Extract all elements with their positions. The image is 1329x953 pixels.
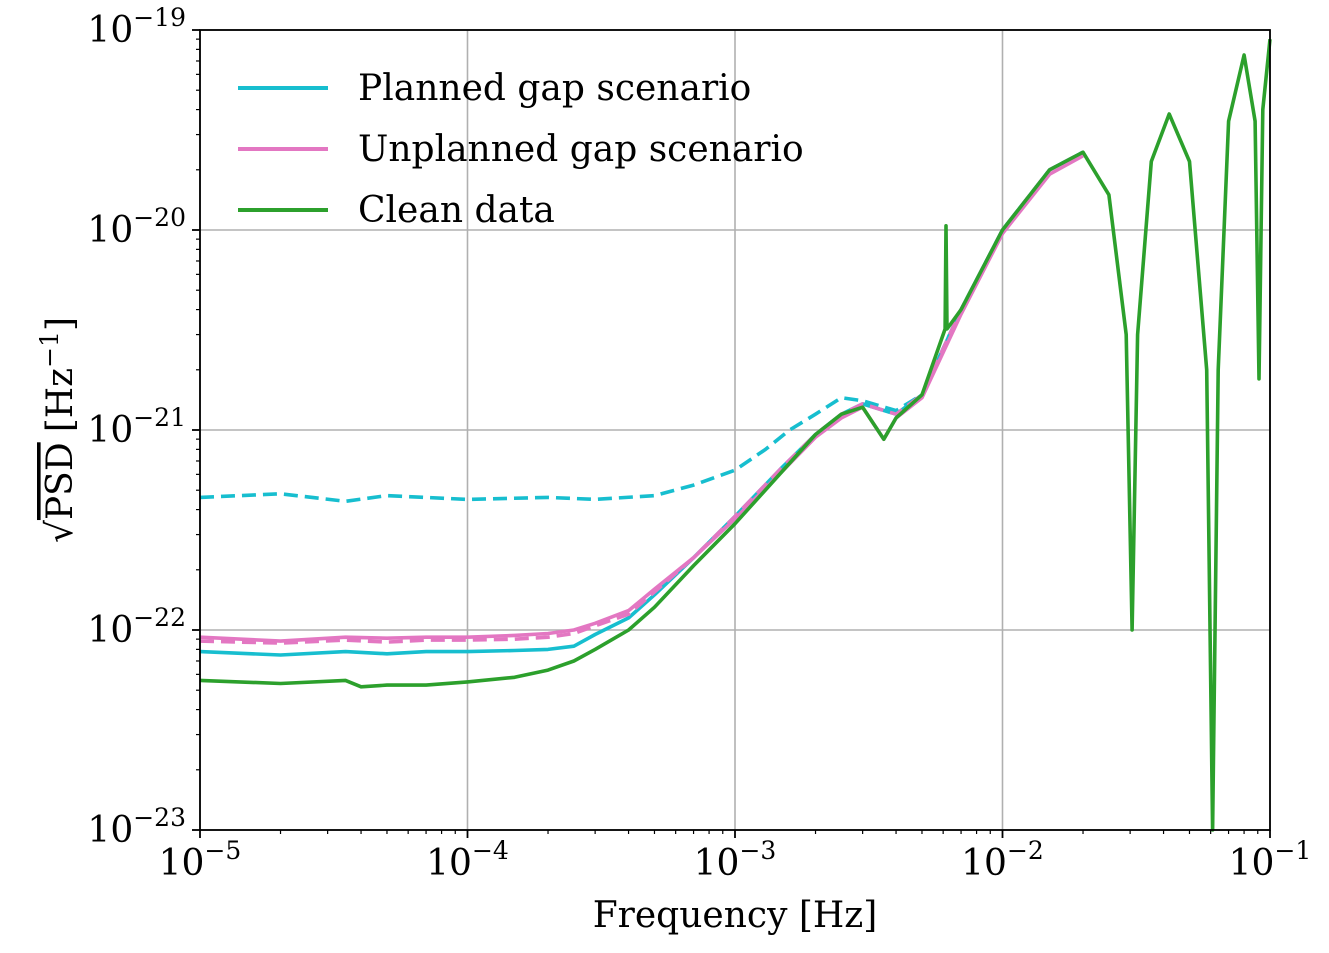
x-tick-base: 10 <box>426 843 472 884</box>
y-tick-exponent: −23 <box>133 803 186 832</box>
legend-label: Unplanned gap scenario <box>358 129 804 170</box>
y-axis-psd: PSD <box>40 442 81 520</box>
x-tick-base: 10 <box>159 843 205 884</box>
series-line-0 <box>199 150 1084 504</box>
y-tick-base: 10 <box>87 810 133 851</box>
y-tick-label: 10−21 <box>87 403 186 451</box>
y-tick-exponent: −21 <box>133 403 186 432</box>
y-axis-label: √PSD [Hz−1] <box>35 317 81 543</box>
x-axis-label: Frequency [Hz] <box>593 895 878 936</box>
x-tick-label: 10−2 <box>961 836 1044 884</box>
y-tick-base: 10 <box>87 210 133 251</box>
y-axis-unit-exponent: −1 <box>35 331 64 368</box>
y-tick-label: 10−22 <box>87 603 186 651</box>
x-tick-label: 10−5 <box>159 836 242 884</box>
series-line-2 <box>199 150 1084 645</box>
x-tick-exponent: −3 <box>739 836 776 865</box>
x-tick-exponent: −4 <box>472 836 509 865</box>
y-tick-base: 10 <box>87 410 133 451</box>
y-tick-label: 10−20 <box>87 203 186 251</box>
y-tick-base: 10 <box>87 10 133 51</box>
x-tick-exponent: −1 <box>1274 836 1311 865</box>
y-tick-label: 10−19 <box>87 3 186 51</box>
series-layer <box>199 39 1272 832</box>
x-tick-label: 10−1 <box>1229 836 1312 884</box>
x-tick-base: 10 <box>961 843 1007 884</box>
y-axis-radical: √ <box>40 520 81 543</box>
y-tick-label: 10−23 <box>87 803 186 851</box>
legend-label: Planned gap scenario <box>358 68 751 109</box>
tick-layer: 10−5 10−4 10−3 10−2 10−110−2310−2210−2110−20… <box>87 3 1311 884</box>
series-line-1 <box>199 150 1084 657</box>
y-tick-exponent: −20 <box>133 203 186 232</box>
x-tick-exponent: −5 <box>204 836 241 865</box>
y-axis-unit-close: ] <box>40 317 81 331</box>
x-tick-exponent: −2 <box>1007 836 1044 865</box>
svg-text:√PSD[Hz−1]: √PSD [Hz−1] <box>35 317 81 543</box>
y-axis-unit: [Hz <box>40 368 81 432</box>
series-line-4 <box>199 39 1272 832</box>
legend: Planned gap scenario Unplanned gap scenar… <box>238 68 804 231</box>
x-tick-base: 10 <box>694 843 740 884</box>
y-tick-exponent: −22 <box>133 603 186 632</box>
series-line-3 <box>199 154 1084 643</box>
x-tick-base: 10 <box>1229 843 1275 884</box>
legend-label: Clean data <box>358 190 555 231</box>
label-layer: Frequency [Hz] √PSD [Hz−1] <box>35 317 877 936</box>
x-tick-label: 10−3 <box>694 836 777 884</box>
x-tick-label: 10−4 <box>426 836 509 884</box>
y-tick-exponent: −19 <box>133 3 186 32</box>
y-tick-base: 10 <box>87 610 133 651</box>
